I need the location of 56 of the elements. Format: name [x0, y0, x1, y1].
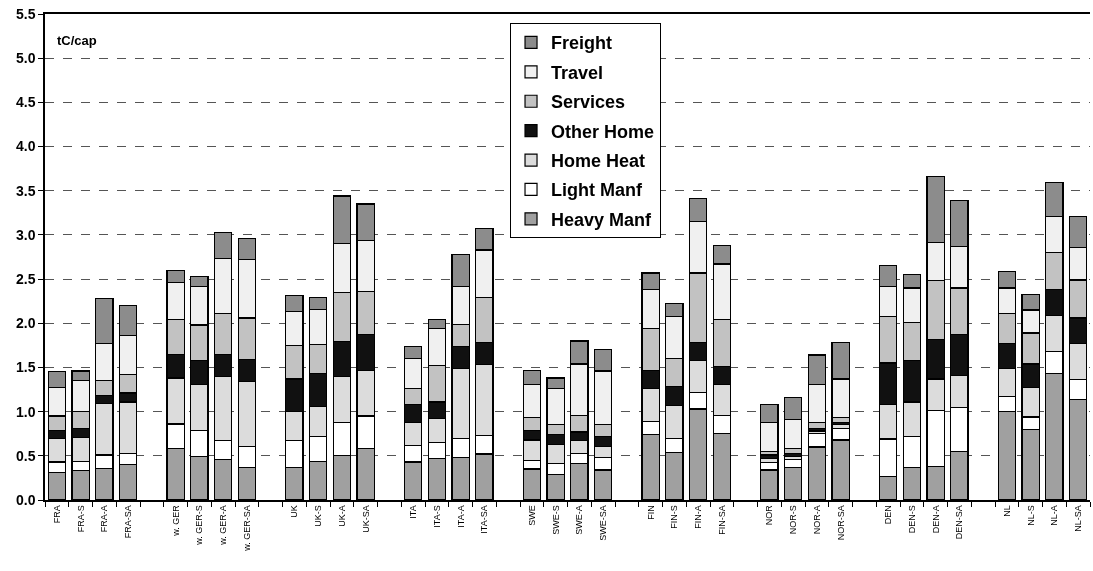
x-tick-label: FIN [645, 505, 656, 520]
x-tick-label: FIN-A [693, 505, 704, 529]
x-tick-label: NOR-A [811, 505, 822, 535]
x-tick-label: w. GER [170, 504, 181, 537]
x-tick-label: ITA [408, 505, 419, 519]
legend-label: Freight [551, 33, 613, 54]
x-tick-label: NOR-S [788, 505, 799, 535]
y-axis-title: tC/cap [57, 33, 97, 48]
x-tick-label: FRA-SA [123, 505, 134, 539]
legend-label: Other Home [551, 121, 655, 142]
legend-label: Travel [551, 62, 604, 83]
x-tick-label: FRA-S [75, 505, 86, 533]
x-tick-label: UK-A [336, 505, 347, 527]
x-tick-label: FRA [51, 505, 62, 524]
x-tick-label: NL [1001, 505, 1012, 517]
y-tick-label: 1.0 [15, 403, 36, 420]
y-tick-label: 1.5 [15, 359, 36, 376]
x-tick-label: SWE-S [550, 505, 561, 535]
x-tick-label: ITA-SA [479, 505, 490, 534]
legend-label: Light Manf [551, 180, 644, 201]
x-tick-label: FRA-A [99, 505, 110, 533]
y-tick-label: 3.0 [15, 226, 36, 243]
legend-label: Services [551, 92, 626, 113]
y-tick-label: 0.0 [15, 491, 36, 508]
x-tick-label: NL-A [1049, 505, 1060, 526]
x-tick-label: ITA-S [431, 505, 442, 528]
x-tick-label: SWE [526, 505, 537, 526]
x-tick-label: SWE-SA [598, 505, 609, 541]
y-tick-label: 2.0 [15, 315, 36, 332]
x-tick-label: FIN-SA [716, 505, 727, 535]
y-tick-label: 2.5 [15, 270, 36, 287]
x-tick-label: ITA-A [455, 505, 466, 528]
x-tick-label: DEN-A [930, 505, 941, 534]
x-tick-label: DEN [883, 505, 894, 525]
x-tick-label: UK [289, 505, 300, 518]
y-tick-label: 0.5 [15, 447, 36, 464]
y-tick-label: 5.5 [15, 5, 36, 22]
x-tick-label: FIN-S [669, 505, 680, 529]
x-tick-label: NOR [764, 504, 775, 526]
y-tick-label: 5.0 [15, 50, 36, 67]
x-tick-label: NOR-SA [835, 505, 846, 541]
x-tick-label: w. GER-SA [241, 505, 252, 552]
y-tick-label: 4.0 [15, 138, 36, 155]
x-tick-label: UK-S [313, 505, 324, 527]
x-tick-label: NL-SA [1073, 505, 1084, 532]
x-tick-label: UK-SA [360, 505, 371, 533]
x-tick-label: w. GER-S [194, 505, 205, 546]
y-tick-label: 4.5 [15, 94, 36, 111]
x-tick-label: DEN-S [906, 505, 917, 534]
x-tick-label: NL-S [1025, 505, 1036, 526]
x-tick-label: w. GER-A [218, 505, 229, 546]
x-tick-label: DEN-SA [954, 505, 965, 540]
y-tick-label: 3.5 [15, 182, 36, 199]
legend-label: Heavy Manf [551, 209, 653, 230]
x-tick-label: SWE-A [574, 505, 585, 535]
legend-label: Home Heat [551, 151, 646, 172]
